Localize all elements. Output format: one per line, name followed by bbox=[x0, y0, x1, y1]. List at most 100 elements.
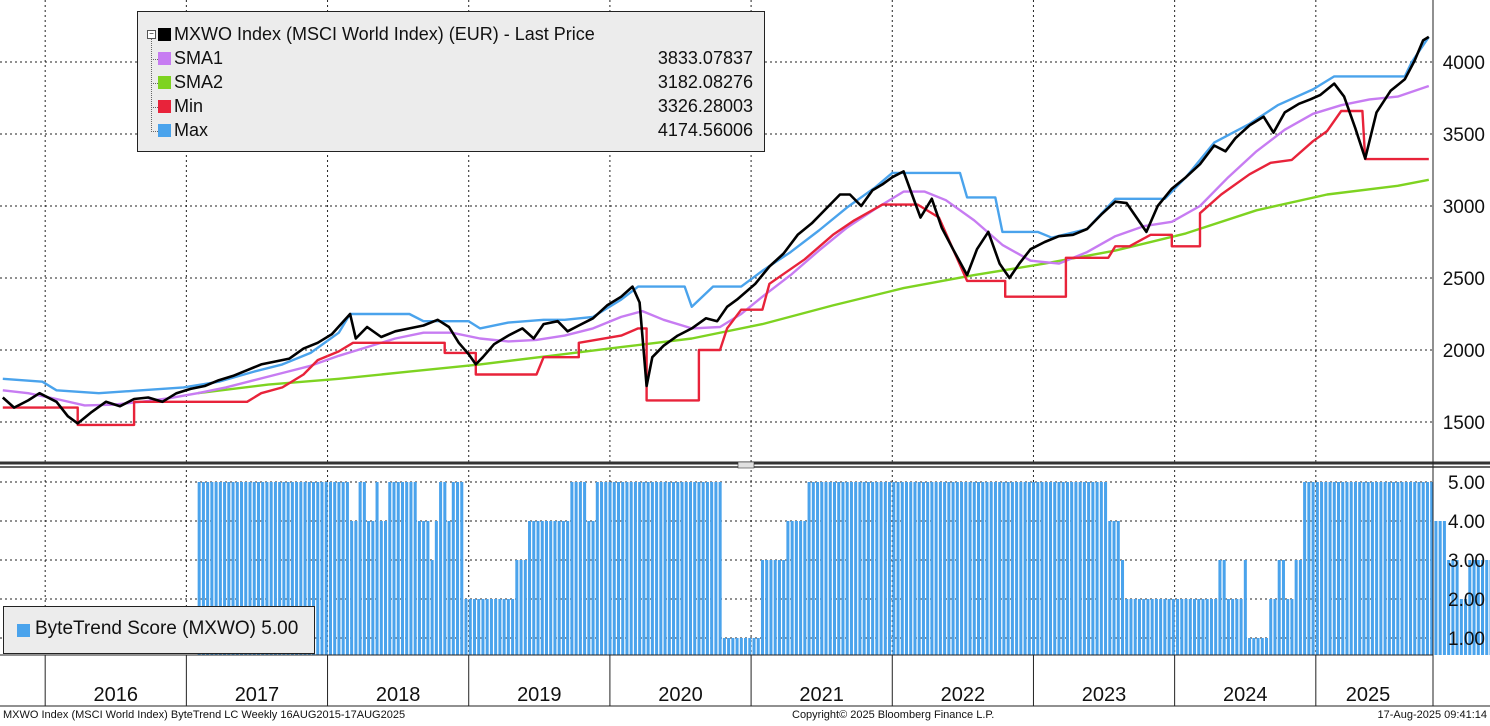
legend-swatch-score bbox=[17, 624, 30, 637]
score-bar bbox=[1273, 599, 1277, 655]
score-bar bbox=[849, 482, 853, 655]
score-bar bbox=[701, 482, 705, 655]
score-bar bbox=[1345, 482, 1349, 655]
score-bar bbox=[1468, 560, 1472, 655]
score-bar bbox=[1277, 560, 1281, 655]
score-bar bbox=[269, 482, 273, 655]
legend-row-min[interactable]: Min 3326.28003 bbox=[138, 94, 764, 118]
score-bar bbox=[769, 560, 773, 655]
score-bar bbox=[472, 599, 476, 655]
legend-row-price[interactable]: MXWO Index (MSCI World Index) (EUR) - La… bbox=[138, 22, 764, 46]
score-bar bbox=[235, 482, 239, 655]
score-bar bbox=[714, 482, 718, 655]
score-bar bbox=[1019, 482, 1023, 655]
score-bar bbox=[1332, 482, 1336, 655]
score-bar bbox=[1095, 482, 1099, 655]
collapse-icon[interactable]: − bbox=[147, 30, 156, 39]
x-tick-label: 2020 bbox=[658, 684, 703, 706]
score-bar bbox=[574, 482, 578, 655]
score-legend: ByteTrend Score (MXWO) 5.00 bbox=[3, 606, 315, 654]
score-bar bbox=[578, 482, 582, 655]
score-bar bbox=[854, 482, 858, 655]
legend-row-sma2[interactable]: SMA2 3182.08276 bbox=[138, 70, 764, 94]
score-bar bbox=[1082, 482, 1086, 655]
score-bar bbox=[460, 482, 464, 655]
score-bar bbox=[739, 638, 743, 655]
score-bar bbox=[782, 560, 786, 655]
legend-label-max: Max bbox=[174, 120, 209, 140]
score-bar bbox=[439, 482, 443, 655]
score-bar bbox=[608, 482, 612, 655]
score-tick-label: 2.00 bbox=[1448, 590, 1485, 611]
score-bar bbox=[1336, 482, 1341, 655]
score-bar bbox=[1222, 560, 1226, 655]
score-bar bbox=[672, 482, 676, 655]
score-bar bbox=[1231, 599, 1235, 655]
score-bar bbox=[655, 482, 659, 655]
legend-row-max[interactable]: Max 4174.56006 bbox=[138, 118, 764, 142]
score-bar bbox=[799, 521, 803, 655]
legend-value-max: 4174.56006 bbox=[657, 120, 753, 140]
score-bar bbox=[405, 482, 409, 655]
score-bar bbox=[684, 482, 688, 655]
score-bar bbox=[587, 521, 591, 655]
legend-value-sma2: 3182.08276 bbox=[657, 72, 753, 92]
axes: 1500 2000 2500 3000 3500 4000 5.00 4.00 3.00 2.00… bbox=[0, 0, 1490, 707]
score-bar bbox=[214, 482, 218, 655]
score-bar bbox=[1425, 482, 1429, 655]
score-bar bbox=[824, 482, 828, 655]
score-bar bbox=[1074, 482, 1078, 655]
score-bar bbox=[1146, 599, 1150, 655]
score-bar bbox=[972, 482, 976, 655]
score-bar bbox=[1044, 482, 1048, 655]
score-bar bbox=[1421, 482, 1425, 655]
price-legend: − MXWO Index (MSCI World Index) (EUR) - … bbox=[137, 11, 765, 152]
score-bar bbox=[765, 560, 769, 655]
score-bar bbox=[244, 482, 248, 655]
score-bar bbox=[1061, 482, 1065, 655]
score-bar bbox=[1125, 599, 1129, 655]
score-bar bbox=[282, 482, 286, 655]
score-bar bbox=[273, 482, 277, 655]
score-bar bbox=[1078, 482, 1082, 655]
score-bar bbox=[938, 482, 942, 655]
score-bar bbox=[447, 521, 451, 655]
score-bar bbox=[964, 482, 968, 655]
x-tick-label: 2018 bbox=[376, 684, 421, 706]
score-bar bbox=[312, 482, 316, 655]
x-tick-label: 2023 bbox=[1082, 684, 1127, 706]
score-bar bbox=[1053, 482, 1057, 655]
x-tick-label: 2019 bbox=[517, 684, 562, 706]
score-bar bbox=[570, 482, 574, 655]
score-bar bbox=[1142, 599, 1146, 655]
legend-row-sma1[interactable]: SMA1 3833.07837 bbox=[138, 46, 764, 70]
x-tick-label: 2025 bbox=[1346, 684, 1391, 706]
score-bar bbox=[1341, 482, 1345, 655]
score-bar bbox=[727, 638, 731, 655]
score-bar bbox=[1455, 560, 1459, 655]
score-bar bbox=[981, 482, 985, 655]
score-bar bbox=[231, 482, 235, 655]
series-line-mxwo bbox=[1, 35, 1430, 425]
score-bar bbox=[968, 482, 972, 655]
score-bar bbox=[646, 482, 650, 655]
score-bar bbox=[583, 482, 587, 655]
score-bar bbox=[934, 482, 938, 655]
series-line-sma2 bbox=[197, 178, 1430, 395]
score-bar bbox=[1324, 482, 1328, 655]
score-bar bbox=[417, 521, 421, 655]
legend-label-sma1: SMA1 bbox=[174, 48, 224, 68]
score-bar bbox=[1137, 599, 1141, 655]
score-bar bbox=[528, 521, 532, 655]
score-bar bbox=[756, 638, 760, 655]
score-bar bbox=[862, 482, 866, 655]
score-bar bbox=[917, 482, 921, 655]
score-bar bbox=[1023, 482, 1027, 655]
score-bar bbox=[286, 482, 290, 655]
score-bar bbox=[1112, 521, 1116, 655]
score-bar bbox=[1091, 482, 1095, 655]
score-bar bbox=[960, 482, 964, 655]
score-bar bbox=[705, 482, 709, 655]
score-bar bbox=[892, 482, 896, 655]
